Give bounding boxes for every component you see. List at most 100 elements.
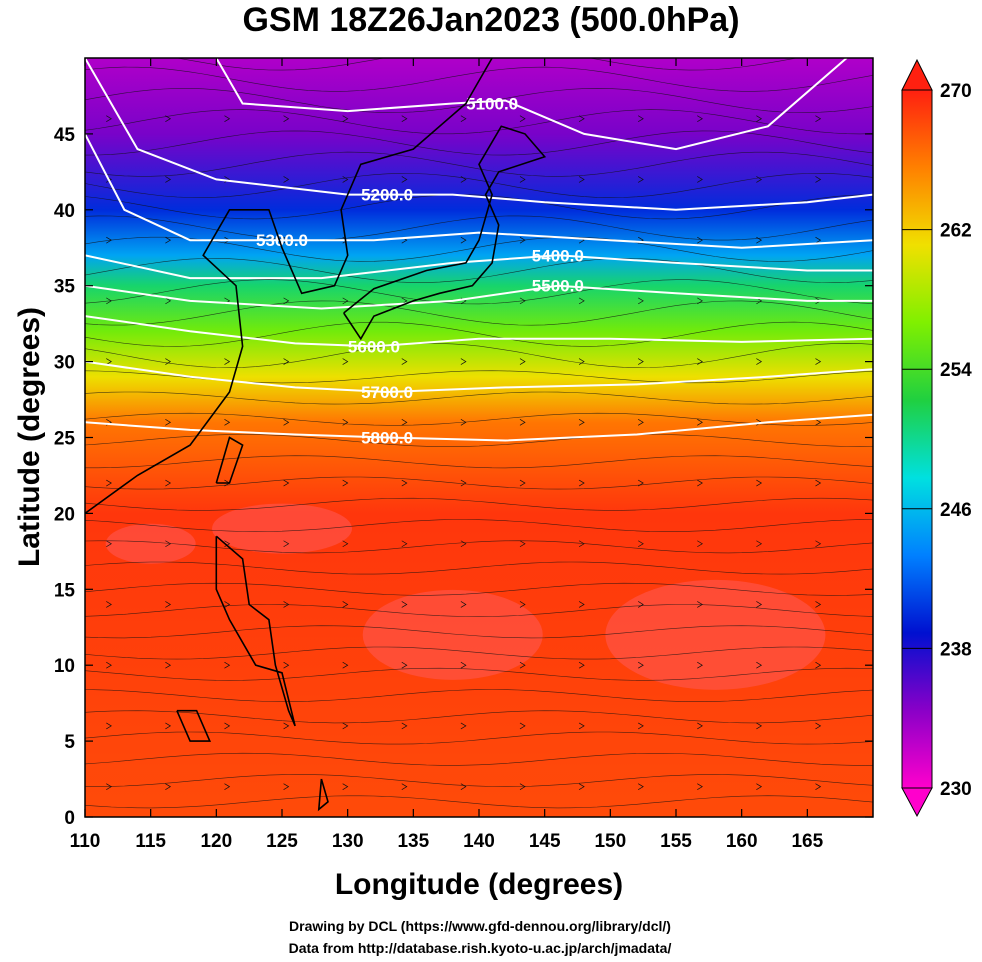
- y-tick-label: 40: [54, 201, 75, 222]
- wind-arrow: [578, 419, 585, 426]
- wind-arrow: [342, 783, 349, 790]
- wind-arrow: [460, 722, 467, 730]
- wind-arrow: [460, 176, 467, 183]
- wind-arrow: [578, 115, 585, 123]
- wind-arrow: [224, 419, 231, 426]
- temperature-field: 5100.0 5200.0 5300.0 5400.0 5500.0 5600.0 5700…: [85, 58, 873, 817]
- wind-arrow: [756, 358, 763, 365]
- x-tick-label: 130: [332, 831, 364, 852]
- credit-drawing: Drawing by DCL (https://www.gfd-dennou.o…: [289, 918, 671, 934]
- y-tick-label: 10: [54, 656, 75, 677]
- wind-arrow: [165, 297, 172, 305]
- y-axis-ticks: 0 5 10 15 20 25 30 35 40 45: [54, 125, 873, 829]
- wind-arrow: [342, 722, 349, 730]
- streamline: [85, 774, 873, 787]
- streamline: [85, 519, 873, 532]
- wind-arrow: [815, 661, 822, 669]
- warm-patch: [362, 589, 543, 680]
- colorbar-tick-label: 262: [940, 221, 972, 242]
- wind-arrow: [460, 783, 467, 790]
- colorbar-tick-label: 270: [940, 81, 972, 102]
- wind-arrow: [637, 419, 644, 426]
- streamline: [85, 752, 873, 766]
- chart-title: GSM 18Z26Jan2023 (500.0hPa): [242, 1, 740, 39]
- contour-line: [85, 315, 873, 348]
- wind-arrow: [578, 479, 585, 487]
- contour-label: 5500.0: [532, 277, 584, 296]
- wind-arrow: [342, 419, 349, 426]
- colorbar-tick-label: 254: [940, 360, 972, 381]
- wind-arrow: [283, 115, 290, 123]
- coastline-segment: [215, 535, 296, 727]
- y-tick-label: 30: [54, 353, 75, 374]
- streamline: [85, 391, 873, 405]
- y-tick-label: 5: [64, 732, 75, 753]
- y-tick-label: 15: [54, 580, 76, 601]
- wind-arrow: [637, 722, 644, 730]
- wind-arrow: [756, 236, 763, 244]
- wind-arrow: [224, 540, 231, 548]
- wind-arrow: [697, 236, 703, 244]
- wind-arrow: [756, 115, 763, 123]
- wind-arrow: [401, 115, 408, 123]
- wind-arrow: [106, 601, 112, 608]
- wind-arrow: [401, 358, 408, 365]
- y-tick-label: 35: [54, 277, 76, 298]
- wind-arrow: [165, 236, 172, 244]
- y-tick-label: 45: [54, 125, 76, 146]
- wind-arrow: [697, 419, 703, 426]
- colorbar-gradient: [901, 89, 933, 789]
- wind-arrow: [460, 358, 467, 365]
- wind-arrow: [165, 419, 172, 426]
- wind-arrow: [697, 601, 703, 608]
- colorbar-max-arrow: [901, 58, 933, 91]
- contour-label: 5700.0: [361, 383, 413, 402]
- wind-arrow: [401, 419, 408, 426]
- x-tick-label: 160: [726, 831, 758, 852]
- streamline: [85, 300, 873, 326]
- wind-arrow: [519, 176, 526, 183]
- contour-label: 5300.0: [256, 231, 308, 250]
- wind-arrow: [756, 722, 763, 730]
- coastline: [85, 58, 547, 812]
- wind-arrow: [637, 115, 644, 123]
- wind-arrow: [460, 540, 467, 548]
- wind-arrow: [283, 783, 290, 790]
- wind-arrow: [519, 601, 526, 608]
- wind-arrow: [815, 236, 822, 244]
- streamline: [85, 434, 873, 447]
- wind-arrow: [342, 661, 349, 669]
- wind-arrow: [756, 661, 763, 669]
- wind-arrow: [342, 540, 349, 548]
- wind-arrow: [637, 783, 644, 790]
- wind-arrow: [224, 115, 231, 123]
- wind-arrow: [578, 661, 585, 669]
- coastline-segment: [85, 58, 493, 515]
- wind-arrow: [165, 176, 172, 183]
- wind-arrow: [342, 358, 349, 365]
- contour-label: 5600.0: [348, 337, 400, 356]
- wind-arrow: [697, 115, 703, 123]
- wind-arrow: [697, 176, 703, 183]
- contour-line: [85, 133, 873, 249]
- wind-arrow: [283, 661, 290, 669]
- wind-arrow: [519, 297, 526, 305]
- wind-arrow: [578, 297, 585, 305]
- contour-line: [85, 413, 873, 442]
- wind-arrow: [460, 601, 467, 608]
- wind-arrow: [815, 479, 822, 487]
- wind-arrow: [283, 419, 290, 426]
- warm-patch: [605, 579, 826, 690]
- wind-arrow: [578, 540, 585, 548]
- wind-arrow: [401, 540, 408, 548]
- wind-arrow: [637, 297, 644, 305]
- wind-arrow: [815, 176, 822, 183]
- contour-line: [85, 284, 873, 310]
- wind-arrow: [815, 783, 822, 790]
- wind-arrow: [165, 722, 172, 730]
- x-tick-label: 120: [200, 831, 232, 852]
- wind-arrow: [519, 540, 526, 548]
- wind-arrow: [815, 601, 822, 608]
- x-tick-label: 115: [135, 831, 166, 852]
- streamline: [85, 604, 873, 617]
